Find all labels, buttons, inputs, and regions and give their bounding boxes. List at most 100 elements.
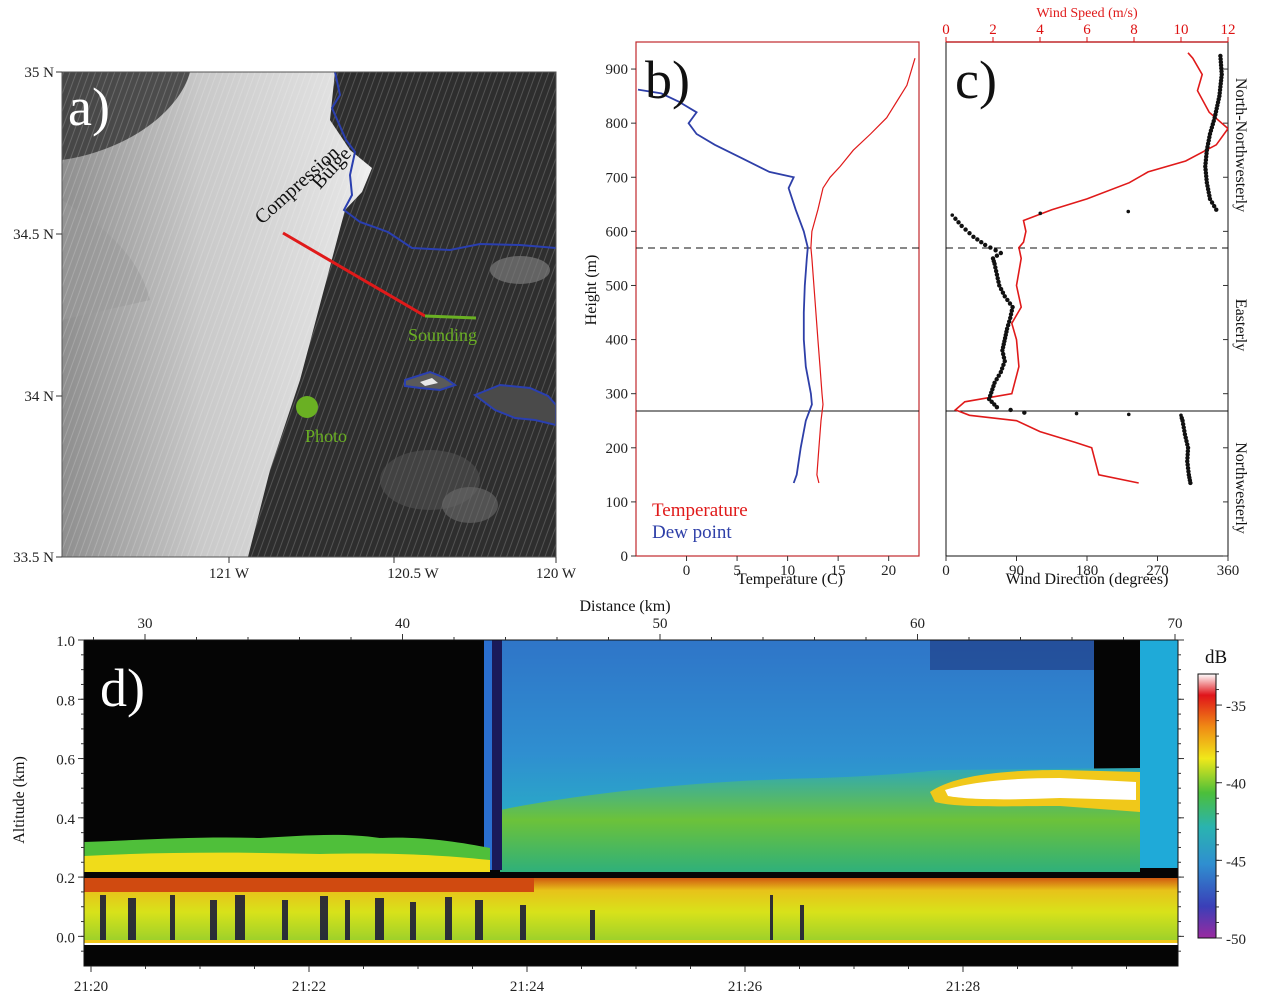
wind-direction-point <box>996 279 1001 285</box>
wind-direction-point <box>989 399 994 404</box>
lat-tick-33-5: 33.5 N <box>13 550 54 566</box>
wind-direction-point <box>1007 301 1013 306</box>
panel-d-distancetick: 30 <box>138 616 153 632</box>
panel-c-xtick: 180 <box>1076 563 1099 579</box>
panel-c: 0 90 180 270 360 0 2 4 6 8 10 12 c) Wind Direction… <box>942 6 1249 588</box>
panel-d-timetick: 21:28 <box>946 979 980 995</box>
aircraft-level-line <box>84 872 1178 878</box>
panel-b-ytick: 100 <box>606 495 629 511</box>
lat-tick-34: 34 N <box>24 389 54 405</box>
panel-b-ytick: 500 <box>606 278 629 294</box>
wind-direction-point <box>998 286 1004 292</box>
lon-tick-labels: 121 W 120.5 W 120 W <box>209 557 577 582</box>
wind-direction-point <box>1204 151 1209 156</box>
wind-direction-point <box>994 405 1000 410</box>
wind-direction-point <box>1185 452 1190 457</box>
wind-direction-point <box>1002 359 1007 364</box>
panel-b-xtick: 0 <box>683 563 691 579</box>
wind-direction-point <box>994 253 1000 258</box>
panel-c-xtick: 0 <box>942 563 950 579</box>
panel-c-toptick: 2 <box>989 22 997 38</box>
panel-d-alttick: 0.2 <box>56 871 75 887</box>
wind-direction-point <box>997 283 1002 288</box>
regime-lower-label: Northwesterly <box>1232 442 1249 534</box>
panel-b-frame <box>635 41 920 557</box>
flight-track <box>282 231 426 318</box>
panel-d-distancetick: 60 <box>910 616 925 632</box>
panel-c-xtick: 270 <box>1146 563 1169 579</box>
sounding-track <box>424 314 477 320</box>
regime-middle-label: Easterly <box>1232 299 1249 351</box>
wind-direction-point <box>1186 472 1192 478</box>
panel-c-xtick: 90 <box>1009 563 1024 579</box>
panel-d-timetick: 21:24 <box>510 979 545 995</box>
panel-b-xtick: 15 <box>831 563 846 579</box>
wind-direction-point <box>1185 459 1190 464</box>
wind-direction-point <box>1004 326 1010 331</box>
wind-direction-point <box>1022 410 1027 415</box>
panel-c-toptick: 12 <box>1221 22 1236 38</box>
wind-direction-point <box>1209 200 1215 205</box>
wind-direction-point <box>1006 319 1012 324</box>
wind-direction-point <box>1218 53 1223 59</box>
wind-direction-point <box>992 380 997 386</box>
wind-direction-point <box>1211 203 1217 209</box>
panel-d-distancetick: 50 <box>653 616 668 632</box>
wind-direction-point <box>1010 304 1015 310</box>
wind-direction-point <box>1186 469 1191 474</box>
panel-b: 0 100 200 300 400 500 600 700 800 900 0 5 10 15 20 b)… <box>583 41 920 588</box>
wind-direction-point <box>993 268 999 274</box>
wind-direction-point <box>995 276 1000 281</box>
panel-b-ytick: 200 <box>606 441 629 457</box>
wind-direction-point <box>956 220 961 225</box>
panel-b-ytick: 700 <box>606 170 629 186</box>
panel-b-xtick: 20 <box>881 563 896 579</box>
panel-d-alttick: 0.6 <box>56 753 75 769</box>
panel-c-toptick: 0 <box>942 22 950 38</box>
wind-direction-point <box>1000 290 1006 295</box>
colorbar-tick: -35 <box>1226 699 1246 715</box>
panel-b-ytick: 800 <box>606 116 629 132</box>
wind-direction-point <box>1203 167 1208 172</box>
panel-d-ylabel: Altitude (km) <box>11 756 28 844</box>
panel-d-top-label: Distance (km) <box>579 598 670 615</box>
wind-direction-point <box>959 223 964 229</box>
panel-d-timetick: 21:26 <box>728 979 763 995</box>
wind-direction-point <box>1183 435 1188 440</box>
wind-direction-point <box>1005 297 1010 303</box>
panel-b-ytick: 0 <box>621 549 629 565</box>
dewpoint-line <box>637 88 813 484</box>
wind-direction-point <box>1185 455 1190 461</box>
panel-d-alttick: 0.4 <box>56 812 75 828</box>
colorbar-tick: -40 <box>1226 777 1246 793</box>
wind-direction-point <box>971 234 976 239</box>
wind-direction-point <box>1184 438 1189 444</box>
wind-direction-point <box>1182 432 1188 437</box>
wind-direction-point <box>979 239 984 245</box>
panel-b-ytick: 300 <box>606 387 629 403</box>
colorbar-tick: -50 <box>1226 932 1246 948</box>
panel-a: a) Compression Bulge Sounding Photo 35 N… <box>13 65 577 582</box>
wind-direction-point <box>963 227 968 232</box>
wind-direction-point <box>1001 362 1006 368</box>
photo-annotation: Photo <box>305 426 347 446</box>
temperature-line <box>810 58 916 484</box>
lat-tick-34-5: 34.5 N <box>13 227 54 243</box>
colorbar-unit: dB <box>1205 647 1227 668</box>
ground-return <box>84 940 1178 943</box>
panel-b-ytick: 900 <box>606 62 629 78</box>
wind-direction-point <box>975 237 980 242</box>
panel-b-ylabel: Height (m) <box>583 255 600 326</box>
wind-direction-point <box>1185 448 1191 454</box>
wind-direction-point <box>1185 462 1190 467</box>
wind-direction-point <box>998 369 1004 375</box>
wind-direction-points <box>950 53 1224 486</box>
panel-d-alttick: 1.0 <box>56 634 75 650</box>
wind-direction-point <box>950 213 955 217</box>
panel-b-ytick: 600 <box>606 224 629 240</box>
panel-d-distancetick: 40 <box>395 616 410 632</box>
panel-b-xtick: 10 <box>780 563 795 579</box>
panel-c-xtick: 360 <box>1217 563 1240 579</box>
wind-direction-point <box>982 242 988 248</box>
wind-direction-point <box>1179 413 1183 418</box>
